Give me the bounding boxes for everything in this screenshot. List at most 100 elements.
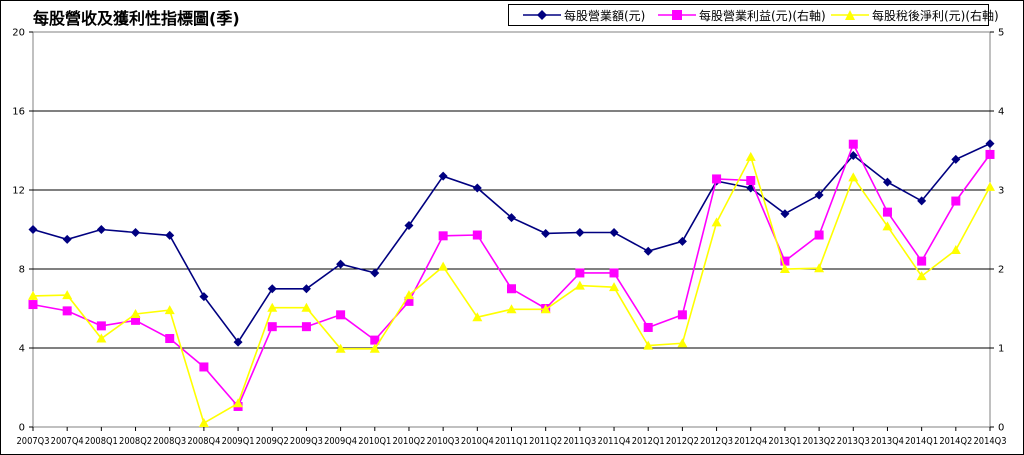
- data-point-square: [882, 207, 892, 217]
- data-point-square: [28, 300, 38, 310]
- y-left-tick-label: 20: [12, 28, 25, 39]
- y-left-tick-label: 4: [19, 344, 25, 355]
- legend-swatch-diamond-icon: [523, 10, 561, 20]
- x-tick-label: 2008Q1: [85, 436, 118, 447]
- data-point-triangle: [198, 418, 209, 428]
- data-point-triangle: [28, 290, 38, 300]
- data-point-triangle: [848, 172, 859, 182]
- data-point-square: [985, 149, 995, 159]
- data-point-diamond: [404, 221, 414, 231]
- data-point-diamond: [575, 227, 585, 237]
- x-tick-label: 2011Q2: [529, 436, 562, 447]
- data-point-diamond: [131, 227, 141, 237]
- x-tick-label: 2009Q4: [324, 436, 357, 447]
- legend-label-revenue: 每股營業額(元): [564, 8, 646, 23]
- x-tick-label: 2007Q4: [51, 436, 84, 447]
- data-point-diamond: [917, 196, 927, 206]
- data-point-diamond: [951, 154, 961, 164]
- legend-item-net-income: 每股稅後淨利(元)(右軸): [831, 5, 999, 25]
- data-point-square: [507, 284, 516, 294]
- chart-legend: 每股營業額(元) 每股營業利益(元)(右軸) 每股稅後淨利(元)(右軸): [508, 4, 999, 26]
- data-point-diamond: [541, 228, 551, 238]
- x-tick-label: 2009Q1: [222, 436, 255, 447]
- data-point-diamond: [370, 268, 380, 278]
- y-right-tick-label: 0: [998, 423, 1004, 434]
- x-tick-label: 2012Q2: [666, 436, 699, 447]
- data-point-triangle: [540, 304, 551, 314]
- data-point-square: [848, 139, 858, 149]
- legend-item-operating-income: 每股營業利益(元)(右軸): [658, 5, 826, 25]
- y-right-tick-label: 5: [998, 28, 1004, 39]
- data-point-diamond: [848, 150, 858, 160]
- data-point-diamond: [233, 337, 243, 347]
- x-tick-label: 2013Q4: [871, 436, 904, 447]
- legend-item-revenue: 每股營業額(元): [523, 5, 645, 25]
- data-point-triangle: [62, 290, 73, 300]
- x-tick-label: 2009Q3: [290, 436, 323, 447]
- data-point-square: [165, 334, 175, 344]
- y-right-tick-label: 1: [998, 344, 1004, 355]
- data-point-triangle: [164, 305, 175, 315]
- data-point-triangle: [335, 343, 346, 353]
- x-tick-label: 2014Q3: [974, 436, 1007, 447]
- data-point-triangle: [745, 151, 756, 161]
- data-point-diamond: [28, 225, 38, 234]
- x-tick-label: 2014Q2: [939, 436, 972, 447]
- data-point-triangle: [438, 261, 449, 271]
- data-point-diamond: [438, 171, 448, 181]
- data-point-triangle: [267, 302, 278, 312]
- data-point-diamond: [165, 230, 175, 240]
- data-point-diamond: [199, 292, 209, 302]
- data-point-triangle: [472, 312, 483, 322]
- data-point-triangle: [574, 280, 585, 290]
- data-point-square: [267, 322, 277, 332]
- x-tick-label: 2013Q3: [837, 436, 870, 447]
- x-tick-label: 2013Q1: [768, 436, 801, 447]
- data-point-square: [301, 322, 311, 332]
- data-point-diamond: [780, 209, 790, 219]
- data-point-triangle: [506, 304, 517, 314]
- x-tick-label: 2008Q2: [119, 436, 152, 447]
- y-right-tick-label: 2: [998, 265, 1004, 276]
- data-point-square: [951, 196, 961, 206]
- x-tick-label: 2011Q1: [495, 436, 528, 447]
- data-point-square: [780, 256, 790, 266]
- data-point-square: [96, 321, 106, 331]
- data-point-triangle: [711, 217, 722, 227]
- legend-swatch-square-icon: [658, 10, 696, 20]
- data-point-diamond: [96, 225, 106, 234]
- data-point-diamond: [985, 139, 995, 149]
- y-left-tick-label: 0: [19, 423, 25, 434]
- x-tick-label: 2008Q4: [187, 436, 220, 447]
- legend-swatch-triangle-icon: [831, 10, 869, 20]
- x-tick-label: 2009Q2: [256, 436, 289, 447]
- data-point-triangle: [96, 333, 107, 343]
- data-point-triangle: [779, 264, 790, 273]
- legend-label-net-income: 每股稅後淨利(元)(右軸): [872, 8, 999, 23]
- data-point-square: [643, 322, 653, 332]
- y-left-tick-label: 16: [12, 107, 25, 118]
- data-point-diamond: [472, 183, 482, 193]
- data-point-diamond: [882, 177, 892, 187]
- data-point-square: [438, 231, 448, 241]
- y-right-tick-label: 4: [998, 107, 1004, 118]
- x-tick-label: 2012Q3: [700, 436, 733, 447]
- x-tick-label: 2011Q3: [563, 436, 596, 447]
- data-point-square: [677, 310, 687, 320]
- data-point-diamond: [677, 236, 687, 246]
- data-point-square: [472, 230, 482, 240]
- x-tick-label: 2012Q4: [734, 436, 767, 447]
- data-point-square: [712, 174, 722, 184]
- data-point-square: [62, 306, 72, 316]
- data-point-triangle: [677, 338, 688, 348]
- legend-label-operating-income: 每股營業利益(元)(右軸): [699, 8, 826, 23]
- x-tick-label: 2007Q3: [17, 436, 50, 447]
- data-point-triangle: [916, 271, 927, 281]
- data-point-diamond: [609, 227, 619, 237]
- data-point-square: [199, 362, 209, 372]
- data-point-triangle: [609, 282, 620, 292]
- data-point-diamond: [62, 234, 72, 244]
- y-left-tick-label: 12: [12, 186, 25, 197]
